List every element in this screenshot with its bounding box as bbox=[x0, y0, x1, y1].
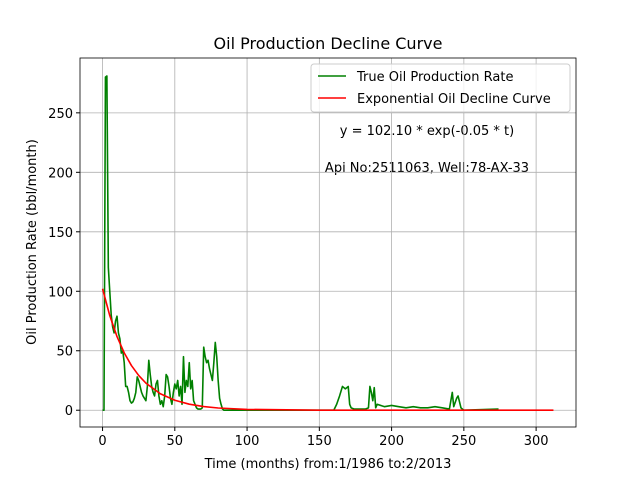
x-tick-label: 50 bbox=[167, 434, 184, 449]
y-tick-label: 50 bbox=[56, 345, 73, 360]
x-tick-label: 300 bbox=[524, 434, 549, 449]
annotation: y = 102.10 * exp(-0.05 * t) bbox=[340, 124, 514, 139]
x-tick-label: 200 bbox=[379, 434, 404, 449]
line-series bbox=[102, 75, 499, 412]
chart-title: Oil Production Decline Curve bbox=[214, 34, 443, 53]
plot-frame bbox=[79, 57, 577, 428]
line-series bbox=[101, 288, 554, 412]
legend-box bbox=[310, 63, 571, 113]
x-tick-label: 250 bbox=[451, 434, 476, 449]
x-tick-label: 150 bbox=[307, 434, 332, 449]
y-tick-label: 0 bbox=[65, 404, 73, 419]
annotation: Api No:2511063, Well:78-AX-33 bbox=[325, 161, 529, 176]
legend-label: Exponential Oil Decline Curve bbox=[357, 92, 551, 107]
x-tick-label: 100 bbox=[235, 434, 260, 449]
y-tick-label: 250 bbox=[48, 107, 73, 122]
y-tick-label: 100 bbox=[48, 285, 73, 300]
x-tick-label: 0 bbox=[98, 434, 106, 449]
x-axis-label: Time (months) from:1/1986 to:2/2013 bbox=[204, 457, 452, 472]
legend-label: True Oil Production Rate bbox=[356, 70, 513, 85]
y-axis-label: Oil Production Rate (bbl/month) bbox=[25, 139, 40, 345]
y-tick-label: 150 bbox=[48, 226, 73, 241]
y-tick-label: 200 bbox=[48, 166, 73, 181]
